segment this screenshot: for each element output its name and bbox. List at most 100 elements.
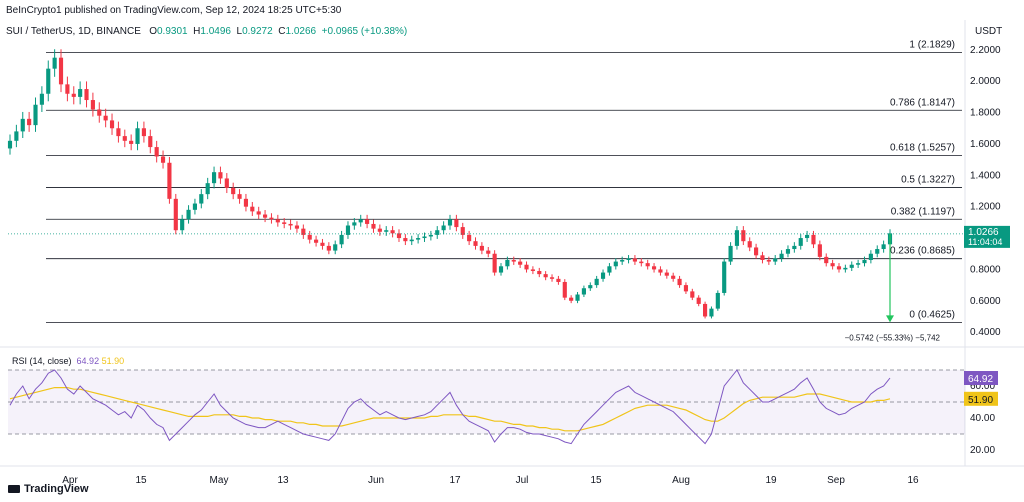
price-tick-label: 0.6000	[970, 296, 1001, 307]
measure-arrow-head-icon	[886, 315, 894, 323]
candle-body	[199, 194, 204, 204]
candle-body	[498, 266, 504, 273]
candle-body	[728, 245, 733, 262]
candle-body	[256, 211, 261, 215]
footer-brand: TradingView	[8, 483, 89, 495]
candle-body	[798, 238, 803, 246]
candle-body	[237, 194, 242, 199]
brand-name: TradingView	[24, 483, 89, 495]
price-tick-label: 2.0000	[970, 76, 1001, 87]
fib-level-label: 0 (0.4625)	[909, 309, 955, 320]
rsi-tick-label: 40.00	[970, 413, 995, 424]
candle-body	[836, 266, 842, 270]
time-tick-label: 19	[765, 475, 777, 486]
price-tick-label: 1.8000	[970, 108, 1001, 119]
candle-body	[569, 297, 574, 301]
candle-body	[709, 308, 714, 317]
candle-body	[333, 244, 338, 251]
close-label: C	[278, 26, 286, 37]
candle-body	[243, 198, 249, 207]
candle-body	[20, 118, 25, 132]
candle-body	[78, 89, 83, 97]
high-value: 1.0496	[200, 26, 231, 37]
candle-body	[683, 285, 689, 292]
candle-body	[626, 258, 631, 261]
candle-body	[122, 136, 127, 141]
candle-body	[734, 230, 740, 246]
candle-body	[460, 227, 465, 235]
candle-body	[186, 209, 191, 220]
time-tick-label: 15	[135, 475, 147, 486]
candle-body	[288, 223, 293, 226]
rsi-line	[9, 369, 891, 445]
candle-body	[479, 245, 484, 251]
candle-body	[722, 261, 727, 293]
candle-body	[396, 233, 402, 239]
time-tick-label: May	[210, 475, 229, 486]
candle-body	[620, 260, 625, 262]
fib-level-label: 0.618 (1.5257)	[890, 143, 955, 154]
candle-body	[562, 281, 567, 298]
candle-body	[830, 263, 835, 267]
rsi-ma-value-badge	[964, 391, 998, 406]
candle-body	[492, 253, 497, 273]
candle-body	[696, 297, 701, 304]
price-tick-label: 1.6000	[970, 139, 1001, 150]
candle-body	[805, 234, 810, 239]
measure-label: −0.5742 (−55.33%) −5,742	[845, 333, 941, 342]
candle-body	[817, 244, 822, 257]
candle-body	[84, 89, 89, 101]
candle-body	[467, 234, 472, 242]
candle-body	[690, 291, 695, 298]
candle-body	[33, 104, 38, 126]
candle-body	[543, 274, 548, 278]
candle-body	[371, 223, 376, 229]
price-tick-label: 1.2000	[970, 202, 1001, 213]
candle-body	[263, 214, 268, 218]
candle-body	[326, 245, 331, 251]
time-tick-label: Jul	[516, 475, 529, 486]
currency-label: USDT	[975, 26, 1003, 37]
time-tick-label: Aug	[672, 475, 690, 486]
candle-body	[345, 225, 351, 235]
candle-body	[600, 272, 606, 279]
time-tick-label: Jun	[368, 475, 384, 486]
fib-level-label: 0.236 (0.8685)	[890, 246, 955, 257]
rsi-title-value: 64.92	[76, 356, 100, 366]
candle-body	[148, 136, 153, 148]
candle-body	[320, 242, 325, 246]
time-tick-label: 17	[449, 475, 461, 486]
candle-body	[454, 219, 459, 228]
candle-body	[301, 228, 306, 235]
candle-body	[46, 68, 51, 94]
candle-body	[824, 256, 829, 264]
time-tick-label: 16	[907, 475, 919, 486]
candle-body	[384, 230, 389, 232]
rsi-title: RSI (14, close)	[12, 356, 72, 366]
candle-body	[141, 128, 146, 137]
candle-body	[658, 269, 663, 273]
candle-body	[192, 203, 197, 210]
candle-body	[282, 222, 287, 224]
candle-body	[849, 264, 854, 268]
candle-body	[416, 238, 421, 240]
candle-body	[224, 178, 229, 188]
candle-body	[703, 303, 708, 317]
candle-body	[747, 241, 752, 248]
candle-body	[581, 288, 586, 295]
change-value: +0.0965 (+10.38%)	[321, 26, 408, 37]
time-tick-label: 13	[277, 475, 289, 486]
rsi-title-line: RSI (14, close) 64.92 51.90	[12, 356, 124, 366]
candle-body	[7, 140, 13, 149]
candle-body	[645, 263, 650, 267]
candle-body	[390, 230, 395, 234]
candle-body	[511, 260, 516, 262]
candle-body	[473, 241, 478, 246]
candle-body	[403, 238, 408, 242]
candle-body	[294, 225, 300, 229]
symbol-ohlc-line: SUI / TetherUS, 1D, BINANCE O0.9301 H1.0…	[6, 26, 407, 37]
candle-body	[881, 244, 886, 250]
candle-body	[14, 131, 19, 141]
symbol-name: SUI / TetherUS, 1D, BINANCE	[6, 26, 141, 37]
